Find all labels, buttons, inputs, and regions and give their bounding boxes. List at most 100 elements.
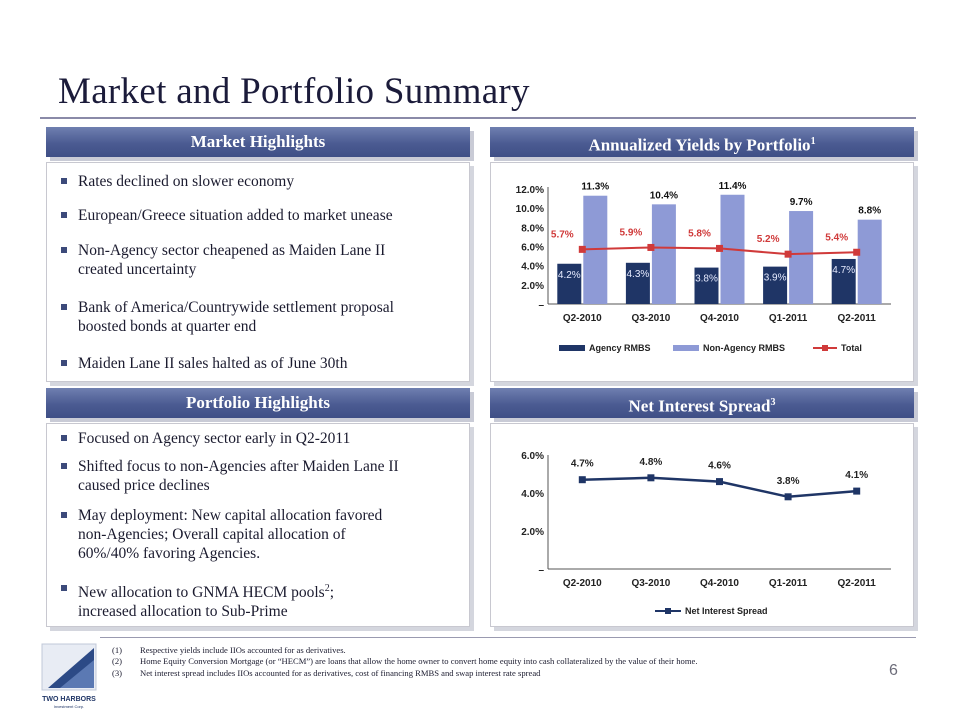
y-tick-label: 12.0% xyxy=(516,185,544,196)
footnote-number: (1) xyxy=(112,645,123,655)
y-tick-label: 10.0% xyxy=(516,204,544,215)
y-tick-label: 8.0% xyxy=(521,223,544,234)
market-bullet-2: European/Greece situation added to marke… xyxy=(61,206,456,225)
x-tick-label: Q3-2010 xyxy=(631,578,670,589)
bullet-line: Focused on Agency sector early in Q2-201… xyxy=(78,430,351,447)
footnote-1: (1) Respective yields include IIOs accoun… xyxy=(112,645,697,656)
footer-divider xyxy=(100,637,916,638)
portfolio-highlights-header: Portfolio Highlights xyxy=(46,388,470,418)
x-tick-label: Q1-2011 xyxy=(769,578,808,589)
y-tick-label: – xyxy=(538,300,544,311)
non-agency-rmbs-label: 11.4% xyxy=(719,181,747,192)
footnote-text: Home Equity Conversion Mortgage (or “HEC… xyxy=(140,656,698,667)
non-agency-rmbs-bar xyxy=(651,204,676,304)
title-divider xyxy=(40,117,916,119)
yields-title: Annualized Yields by Portfolio xyxy=(588,135,811,155)
agency-rmbs-bar xyxy=(625,262,650,304)
x-tick-label: Q1-2011 xyxy=(769,313,808,324)
market-highlights-title: Market Highlights xyxy=(190,132,326,151)
bullet-line: Rates declined on slower economy xyxy=(78,173,295,190)
logo-mark-icon: TWO HARBORS Investment Corp. xyxy=(41,643,97,709)
total-label: 5.7% xyxy=(551,229,574,240)
market-highlights-panel: Rates declined on slower economy European… xyxy=(46,162,470,382)
footnote-number: (2) xyxy=(112,656,123,667)
net-interest-spread-marker xyxy=(647,474,655,482)
net-interest-spread-label: 4.1% xyxy=(845,470,868,481)
spread-title: Net Interest Spread xyxy=(628,396,771,416)
agency-rmbs-label: 4.2% xyxy=(558,270,581,281)
total-label: 5.2% xyxy=(757,234,780,245)
net-interest-spread-label: 4.6% xyxy=(708,461,731,472)
net-interest-spread-marker xyxy=(853,487,861,495)
spread-chart-panel: 6.0% 4.0% 2.0% – Q2-2010 Q3-2010 Q4-2010 Q1-201… xyxy=(490,423,914,627)
market-highlights-header: Market Highlights xyxy=(46,127,470,157)
net-interest-spread-marker xyxy=(784,493,792,501)
bullet-line: Bank of America/Countrywide settlement p… xyxy=(78,299,394,316)
logo-subtext: Investment Corp. xyxy=(54,704,84,709)
yields-footnote-ref: 1 xyxy=(810,136,816,147)
total-marker xyxy=(578,245,586,253)
bullet-line: European/Greece situation added to marke… xyxy=(78,207,393,224)
spread-footnote-ref: 3 xyxy=(770,397,776,408)
y-tick-label: 4.0% xyxy=(521,262,544,273)
bullet-line: caused price declines xyxy=(78,477,210,494)
page-number: 6 xyxy=(889,662,898,679)
portfolio-bullet-4: New allocation to GNMA HECM pools2; incre… xyxy=(61,579,456,621)
legend-total-label: Total xyxy=(841,343,862,353)
x-tick-label: Q2-2010 xyxy=(563,578,602,589)
total-label: 5.4% xyxy=(825,232,848,243)
agency-rmbs-bar xyxy=(831,258,856,304)
y-tick-label: – xyxy=(538,565,544,576)
legend-agency-swatch xyxy=(559,345,585,351)
spread-chart: 6.0% 4.0% 2.0% – Q2-2010 Q3-2010 Q4-2010 Q1-201… xyxy=(521,451,891,616)
footnote-number: (3) xyxy=(112,667,123,678)
yields-chart-panel: 12.0% 10.0% 8.0% 6.0% 4.0% 2.0% – 4.2% 11.3% Q2-2… xyxy=(490,162,914,382)
y-tick-label: 6.0% xyxy=(521,451,544,462)
portfolio-highlights-title: Portfolio Highlights xyxy=(185,393,331,412)
footnote-text: Respective yields include IIOs accounted… xyxy=(140,645,346,655)
footnote-text: Net interest spread includes IIOs accoun… xyxy=(140,667,541,678)
x-tick-label: Q3-2010 xyxy=(631,313,670,324)
net-interest-spread-label: 3.8% xyxy=(777,476,800,487)
agency-rmbs-label: 3.8% xyxy=(695,274,718,285)
agency-rmbs-bar xyxy=(763,266,788,304)
total-label: 5.9% xyxy=(620,227,643,238)
page-title: Market and Portfolio Summary xyxy=(58,71,530,112)
footnote-ref: 2 xyxy=(324,583,330,594)
x-tick-label: Q4-2010 xyxy=(700,313,739,324)
net-interest-spread-label: 4.8% xyxy=(640,457,663,468)
total-label: 5.8% xyxy=(688,228,711,239)
legend-agency-label: Agency RMBS xyxy=(589,343,651,353)
non-agency-rmbs-bar xyxy=(789,211,814,304)
agency-rmbs-label: 3.9% xyxy=(764,273,787,284)
net-interest-spread-label: 4.7% xyxy=(571,459,594,470)
total-marker xyxy=(647,243,655,251)
x-tick-label: Q2-2011 xyxy=(838,578,877,589)
y-tick-label: 4.0% xyxy=(521,489,544,500)
y-tick-label: 6.0% xyxy=(521,243,544,254)
bullet-square-icon xyxy=(61,247,67,253)
footnotes: (1) Respective yields include IIOs accoun… xyxy=(112,645,697,679)
market-bullet-4: Bank of America/Countrywide settlement p… xyxy=(61,298,456,336)
total-marker xyxy=(853,248,861,256)
market-bullet-5: Maiden Lane II sales halted as of June 3… xyxy=(61,354,456,373)
yields-header: Annualized Yields by Portfolio1 xyxy=(490,127,914,157)
bullet-square-icon xyxy=(61,212,67,218)
y-tick-label: 2.0% xyxy=(521,527,544,538)
non-agency-rmbs-label: 9.7% xyxy=(790,197,813,208)
agency-rmbs-bar xyxy=(557,263,582,304)
footnote-3: (3) Net interest spread includes IIOs acc… xyxy=(112,668,697,679)
bullet-square-icon xyxy=(61,360,67,366)
non-agency-rmbs-label: 8.8% xyxy=(858,206,881,217)
portfolio-bullet-1: Focused on Agency sector early in Q2-201… xyxy=(61,429,456,448)
x-tick-label: Q2-2010 xyxy=(563,313,602,324)
market-bullet-1: Rates declined on slower economy xyxy=(61,172,456,191)
net-interest-spread-marker xyxy=(716,478,723,486)
legend-non-agency-label: Non-Agency RMBS xyxy=(703,343,785,353)
non-agency-rmbs-bar xyxy=(857,219,882,304)
x-tick-label: Q4-2010 xyxy=(700,578,739,589)
bullet-line: May deployment: New capital allocation f… xyxy=(78,507,383,524)
bullet-square-icon xyxy=(61,304,67,310)
agency-rmbs-bar xyxy=(694,267,719,304)
bullet-line: 60%/40% favoring Agencies. xyxy=(78,545,261,562)
